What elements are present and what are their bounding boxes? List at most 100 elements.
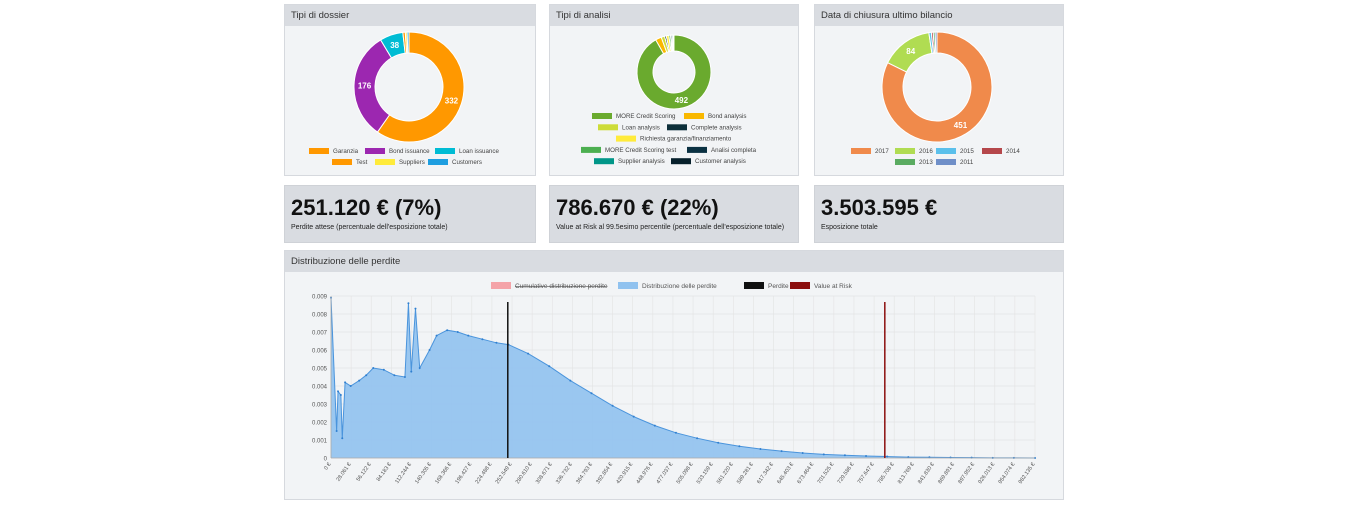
data-point[interactable] bbox=[358, 379, 361, 382]
data-point[interactable] bbox=[632, 415, 635, 418]
legend-label[interactable]: 2013 bbox=[919, 159, 933, 166]
data-point[interactable] bbox=[738, 445, 741, 448]
donut-slice-customers[interactable] bbox=[406, 31, 410, 54]
donut-slice-value: 451 bbox=[954, 121, 968, 130]
data-point[interactable] bbox=[456, 331, 459, 333]
data-point[interactable] bbox=[569, 379, 572, 382]
legend-label[interactable]: 2017 bbox=[875, 148, 889, 155]
legend-label[interactable]: 2014 bbox=[1006, 148, 1020, 155]
data-point[interactable] bbox=[428, 349, 431, 351]
data-point[interactable] bbox=[414, 307, 417, 310]
data-point[interactable] bbox=[527, 352, 530, 355]
kpi-esposizione-totale: 3.503.595 € Esposizione totale bbox=[814, 185, 1064, 243]
data-point[interactable] bbox=[780, 450, 783, 453]
data-point[interactable] bbox=[481, 338, 484, 341]
legend-label[interactable]: Bond analysis bbox=[708, 113, 747, 120]
data-point[interactable] bbox=[403, 376, 406, 378]
legend-label[interactable]: Loan issuance bbox=[459, 148, 499, 155]
legend-label[interactable]: Distribuzione delle perdite bbox=[642, 283, 717, 290]
legend-label[interactable]: Garanzia bbox=[333, 148, 359, 155]
data-point[interactable] bbox=[410, 370, 413, 373]
data-point[interactable] bbox=[590, 392, 593, 395]
legend-label[interactable]: MORE Credit Scoring test bbox=[605, 147, 676, 154]
legend-swatch bbox=[790, 282, 810, 289]
data-point[interactable] bbox=[341, 437, 344, 440]
data-point[interactable] bbox=[611, 404, 614, 407]
legend-label[interactable]: 2016 bbox=[919, 148, 933, 155]
x-tick-label: 841.830 € bbox=[917, 462, 936, 485]
data-point[interactable] bbox=[759, 448, 762, 450]
legend-swatch bbox=[684, 113, 704, 119]
data-point[interactable] bbox=[335, 430, 338, 432]
legend-swatch bbox=[671, 158, 691, 165]
legend-swatch bbox=[365, 148, 385, 154]
data-point[interactable] bbox=[393, 374, 396, 377]
legend-label[interactable]: MORE Credit Scoring bbox=[616, 113, 676, 120]
legend-label[interactable]: Customer analysis bbox=[695, 158, 746, 165]
x-tick-label: 28.061 € bbox=[336, 462, 353, 483]
x-tick-label: 589.281 € bbox=[736, 462, 755, 485]
donut-slice-2011[interactable] bbox=[934, 31, 938, 54]
legend-label[interactable]: Analisi completa bbox=[711, 147, 757, 154]
x-tick-label: 84.183 € bbox=[376, 462, 393, 483]
donut-slice-value: 38 bbox=[390, 41, 399, 50]
x-tick-label: 224.488 € bbox=[475, 462, 494, 485]
data-point[interactable] bbox=[339, 394, 342, 396]
data-point[interactable] bbox=[822, 453, 825, 456]
data-point[interactable] bbox=[446, 329, 449, 332]
data-point[interactable] bbox=[382, 368, 385, 371]
legend-swatch bbox=[936, 159, 956, 165]
legend-label[interactable]: 2015 bbox=[960, 148, 974, 155]
data-point[interactable] bbox=[407, 302, 410, 305]
legend-label[interactable]: 2011 bbox=[960, 159, 974, 166]
data-point[interactable] bbox=[495, 341, 498, 344]
data-point[interactable] bbox=[418, 367, 421, 369]
panel-tipi-dossier: Tipi di dossier 332 176 38 Garanzia Bond iss… bbox=[284, 4, 536, 176]
legend-label[interactable]: Value at Risk bbox=[814, 283, 853, 290]
legend-label[interactable]: Complete analysis bbox=[691, 124, 742, 131]
donut-slice-customer-analysis[interactable] bbox=[672, 34, 675, 52]
x-tick-label: 869.891 € bbox=[937, 462, 956, 485]
data-point[interactable] bbox=[337, 390, 340, 393]
data-point[interactable] bbox=[548, 365, 551, 368]
legend-label[interactable]: Bond issuance bbox=[389, 148, 430, 155]
legend-label[interactable]: Test bbox=[356, 159, 368, 166]
legend-label[interactable]: Richiesta garanzia/finanziamento bbox=[640, 136, 732, 143]
legend-swatch bbox=[332, 159, 352, 165]
data-point[interactable] bbox=[372, 367, 375, 369]
data-point[interactable] bbox=[717, 441, 720, 444]
legend-label[interactable]: Cumulative distribuzione perdite bbox=[515, 283, 608, 290]
data-point[interactable] bbox=[344, 381, 347, 384]
donut-slice-value: 84 bbox=[906, 47, 915, 56]
x-tick-label: 954.074 € bbox=[998, 462, 1017, 485]
data-point[interactable] bbox=[865, 455, 868, 458]
data-point[interactable] bbox=[365, 374, 368, 377]
data-point[interactable] bbox=[843, 454, 846, 457]
legend-label[interactable]: Supplier analysis bbox=[618, 158, 665, 165]
data-point[interactable] bbox=[674, 431, 677, 434]
legend-label[interactable]: Perdite attese bbox=[768, 283, 808, 290]
data-point[interactable] bbox=[886, 455, 889, 458]
donut-slice-more-credit-scoring[interactable] bbox=[636, 34, 712, 110]
legend-swatch bbox=[936, 148, 956, 154]
y-tick-label: 0.009 bbox=[312, 295, 328, 301]
donut-slice-2017[interactable] bbox=[881, 31, 993, 143]
donut-slice-value: 492 bbox=[675, 96, 689, 105]
data-point[interactable] bbox=[801, 451, 804, 454]
donut-slice-garanzia[interactable] bbox=[376, 31, 465, 143]
data-point[interactable] bbox=[435, 334, 438, 337]
x-tick-label: 533.159 € bbox=[696, 462, 715, 485]
data-point[interactable] bbox=[653, 424, 656, 427]
x-tick-label: 617.342 € bbox=[756, 462, 775, 485]
x-tick-label: 112.244 € bbox=[394, 462, 413, 485]
legend-label[interactable]: Customers bbox=[452, 159, 482, 166]
data-point[interactable] bbox=[349, 385, 352, 387]
data-point[interactable] bbox=[696, 437, 699, 440]
legend-label[interactable]: Suppliers bbox=[399, 159, 425, 166]
legend-swatch bbox=[616, 135, 636, 142]
data-point[interactable] bbox=[467, 334, 470, 337]
legend-swatch bbox=[598, 124, 618, 131]
panel-title: Tipi di analisi bbox=[550, 5, 798, 26]
legend-label[interactable]: Loan analysis bbox=[622, 124, 660, 131]
x-tick-label: 645.403 € bbox=[776, 462, 795, 485]
